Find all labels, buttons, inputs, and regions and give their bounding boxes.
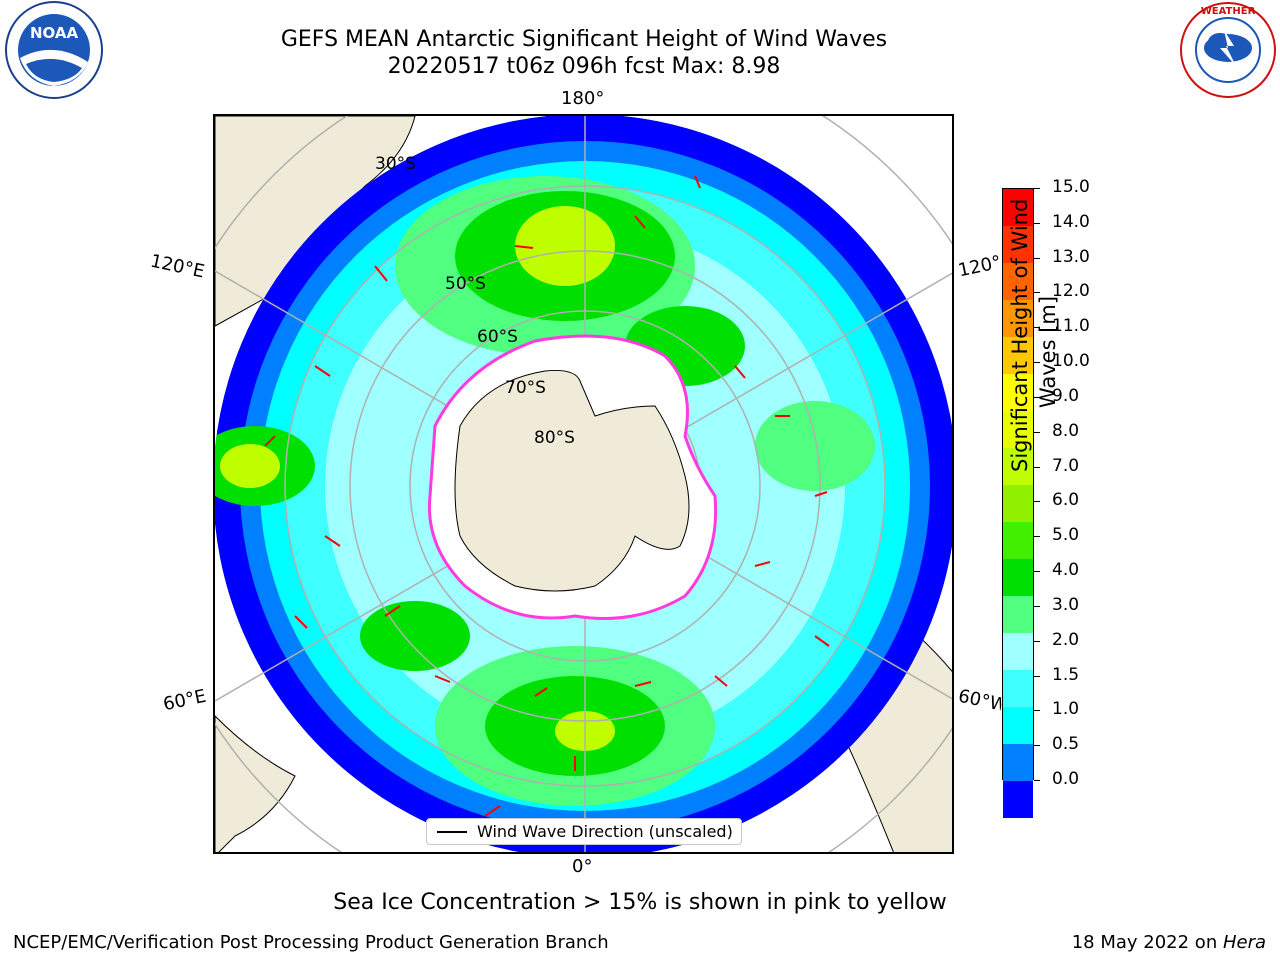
colorbar-tick-label: 13.0	[1052, 246, 1090, 267]
colorbar-title: Significant Height of Wind Waves [m]	[1006, 198, 1062, 472]
colorbar-tick-label: 1.5	[1052, 664, 1080, 685]
lat-label-30s: 30°S	[375, 154, 416, 174]
noaa-logo-icon: NOAA	[5, 1, 103, 99]
cbar-band	[1003, 337, 1033, 374]
colorbar-tick-label: 4.0	[1052, 560, 1080, 581]
map-legend: Wind Wave Direction (unscaled)	[426, 818, 742, 845]
cbar-band	[1003, 781, 1033, 818]
footer-left: NCEP/EMC/Verification Post Processing Pr…	[13, 932, 609, 953]
svg-text:WEATHER: WEATHER	[1201, 6, 1256, 17]
colorbar-tick-label: 9.0	[1052, 385, 1080, 406]
colorbar-tick-mark	[1034, 327, 1040, 329]
colorbar-tick-mark	[1034, 188, 1040, 189]
colorbar-tick-label: 14.0	[1052, 211, 1090, 232]
colorbar-tick-mark	[1034, 571, 1040, 573]
colorbar-title-line2: Waves [m]	[1036, 295, 1060, 409]
footer-right: 18 May 2022 on Hera	[1072, 932, 1266, 953]
cbar-band	[1003, 226, 1033, 263]
lon-label-0: 0°	[572, 856, 593, 877]
cbar-band	[1003, 300, 1033, 337]
cbar-band	[1003, 707, 1033, 744]
colorbar-tick-mark	[1034, 605, 1040, 607]
colorbar-title-line1: Significant Height of Wind	[1008, 198, 1032, 472]
africa-land	[215, 715, 296, 852]
legend-label: Wind Wave Direction (unscaled)	[477, 822, 733, 841]
colorbar-tick-mark	[1034, 431, 1040, 433]
map-panel: 30°S 50°S 60°S 70°S 80°S	[213, 114, 954, 854]
colorbar-tick-label: 2.0	[1052, 629, 1080, 650]
colorbar-tick-label: 0.0	[1052, 769, 1080, 789]
lat-label-80s: 80°S	[534, 428, 575, 448]
colorbar-tick-mark	[1034, 257, 1040, 259]
lat-label-50s: 50°S	[445, 274, 486, 294]
cbar-band	[1003, 559, 1033, 596]
cbar-band	[1003, 522, 1033, 559]
cbar-band	[1003, 411, 1033, 448]
cbar-band	[1003, 374, 1033, 411]
lat-label-60s: 60°S	[477, 327, 518, 347]
wind-wave-arrows	[264, 175, 830, 817]
colorbar	[1002, 188, 1034, 818]
cbar-band	[1003, 189, 1033, 226]
cbar-band	[1003, 485, 1033, 522]
colorbar-tick-label: 15.0	[1052, 177, 1090, 197]
lon-label-120e: 120°E	[148, 250, 207, 283]
chart-title: GEFS MEAN Antarctic Significant Height o…	[280, 27, 888, 52]
colorbar-tick-label: 5.0	[1052, 525, 1080, 546]
cbar-band	[1003, 744, 1033, 781]
nws-logo-icon: WEATHER	[1180, 2, 1276, 98]
colorbar-tick-mark	[1034, 292, 1040, 294]
colorbar-tick-mark	[1034, 501, 1040, 503]
footer-machine: Hera	[1222, 932, 1266, 953]
cbar-band	[1003, 596, 1033, 633]
colorbar-tick-label: 0.5	[1052, 734, 1080, 755]
colorbar-tick-mark	[1034, 675, 1040, 677]
lon-label-60e: 60°E	[161, 685, 208, 716]
colorbar-tick-mark	[1034, 362, 1040, 364]
colorbar-tick-label: 12.0	[1052, 281, 1090, 302]
polar-map: 30°S 50°S 60°S 70°S 80°S	[215, 116, 952, 852]
colorbar-tick-mark	[1034, 222, 1040, 224]
lat-label-70s: 70°S	[505, 378, 546, 398]
colorbar-tick-label: 10.0	[1052, 351, 1090, 372]
cbar-band	[1003, 633, 1033, 670]
colorbar-tick-label: 3.0	[1052, 594, 1080, 615]
footer-date: 18 May 2022 on	[1071, 932, 1223, 953]
cbar-band	[1003, 670, 1033, 707]
colorbar-tick-label: 1.0	[1052, 699, 1080, 720]
legend-line-icon	[437, 831, 467, 833]
sea-ice-note: Sea Ice Concentration > 15% is shown in …	[333, 890, 947, 915]
colorbar-tick-label: 6.0	[1052, 490, 1080, 511]
colorbar-tick-mark	[1034, 466, 1040, 468]
chart-subtitle: 20220517 t06z 096h fcst Max: 8.98	[387, 54, 781, 79]
lon-label-120w: 120°W	[956, 251, 1004, 282]
antarctica-land	[454, 370, 690, 592]
cbar-band	[1003, 448, 1033, 485]
cbar-band	[1003, 263, 1033, 300]
colorbar-tick-mark	[1034, 745, 1040, 747]
colorbar-tick-mark	[1034, 640, 1040, 642]
colorbar-tick-mark	[1034, 710, 1040, 712]
colorbar-tick-mark	[1034, 396, 1040, 398]
lon-label-60w: 60°W	[956, 685, 1004, 716]
colorbar-tick-mark	[1034, 536, 1040, 538]
noaa-logo-text: NOAA	[30, 24, 79, 42]
colorbar-tick-label: 11.0	[1052, 316, 1090, 337]
colorbar-tick-mark	[1034, 780, 1040, 781]
lon-label-180: 180°	[561, 88, 605, 109]
colorbar-tick-label: 7.0	[1052, 455, 1080, 476]
colorbar-tick-label: 8.0	[1052, 420, 1080, 441]
